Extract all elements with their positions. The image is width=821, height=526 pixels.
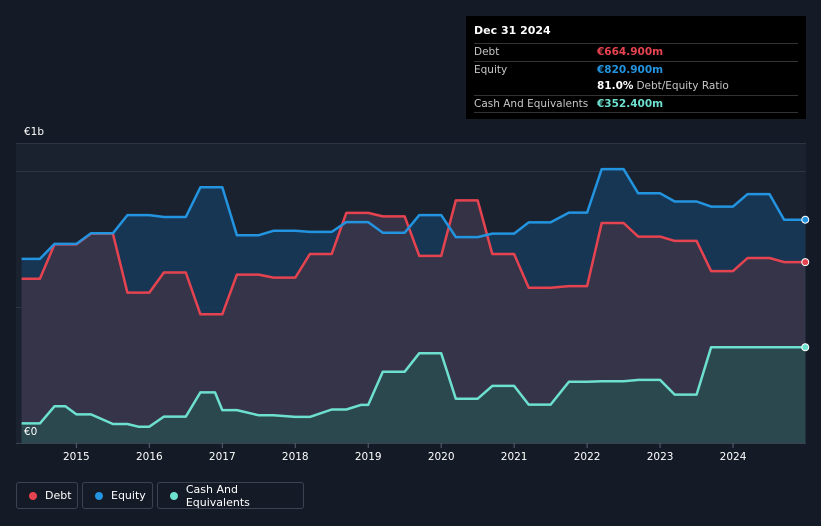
x-tick-label-2023: 2023: [647, 451, 674, 463]
legend-debt[interactable]: Debt: [16, 482, 78, 509]
x-tick-label-2015: 2015: [63, 451, 90, 463]
tooltip-date: Dec 31 2024: [474, 24, 551, 37]
cash-end-marker: [801, 343, 810, 352]
y-tick-label-0: €0: [24, 426, 37, 438]
tooltip-equity-value: €820.900m: [597, 63, 664, 76]
tooltip-panel: Dec 31 2024 Debt €664.900m Equity €820.9…: [466, 16, 806, 119]
x-tick-label-2021: 2021: [501, 451, 528, 463]
legend-equity-dot: [95, 491, 103, 500]
debt-line: [21, 199, 806, 316]
tooltip-debt-value: €664.900m: [597, 46, 664, 59]
tooltip-debt-row: Debt €664.900m: [474, 43, 798, 61]
y-tick-label-1b: €1b: [24, 126, 44, 138]
debt-end-marker: [801, 258, 810, 267]
cash-area: [21, 347, 806, 443]
legend-cash-dot: [170, 491, 178, 500]
legend-cash[interactable]: Cash And Equivalents: [157, 482, 304, 509]
tooltip-debt-label: Debt: [474, 46, 500, 59]
x-tick-label-2017: 2017: [209, 451, 236, 463]
equity-line: [21, 167, 806, 261]
legend-equity-label: Equity: [111, 489, 146, 502]
x-tick-label-2024: 2024: [720, 451, 747, 463]
x-tick-label-2020: 2020: [428, 451, 455, 463]
tooltip-cash-row: Cash And Equivalents €352.400m: [474, 94, 798, 113]
equity-end-marker: [801, 215, 810, 224]
tooltip-cash-label: Cash And Equivalents: [474, 97, 589, 110]
tooltip-ratio-label: Debt/Equity Ratio: [636, 80, 729, 93]
series-lines: [21, 167, 806, 428]
series-end-markers: [801, 215, 810, 352]
x-tick-label-2018: 2018: [282, 451, 309, 463]
tooltip-equity-row: Equity €820.900m: [474, 60, 798, 79]
tooltip-equity-label: Equity: [474, 63, 508, 76]
cash-line: [21, 346, 806, 428]
legend-cash-label: Cash And Equivalents: [185, 482, 250, 509]
legend-debt-dot: [29, 491, 37, 500]
x-tick-label-2016: 2016: [136, 451, 163, 463]
tooltip-ratio-row: 81.0% Debt/Equity Ratio: [474, 78, 798, 95]
tooltip-ratio-value: 81.0%: [597, 80, 634, 93]
legend-debt-label: Debt: [45, 489, 72, 502]
tooltip-cash-value: €352.400m: [597, 97, 664, 110]
x-tick-label-2019: 2019: [355, 451, 382, 463]
legend-equity[interactable]: Equity: [82, 482, 153, 509]
x-axis-ticks: 2015 2016 2017 2018 2019 2020 2021 2022 2023 2024: [63, 443, 747, 463]
x-tick-label-2022: 2022: [574, 451, 601, 463]
